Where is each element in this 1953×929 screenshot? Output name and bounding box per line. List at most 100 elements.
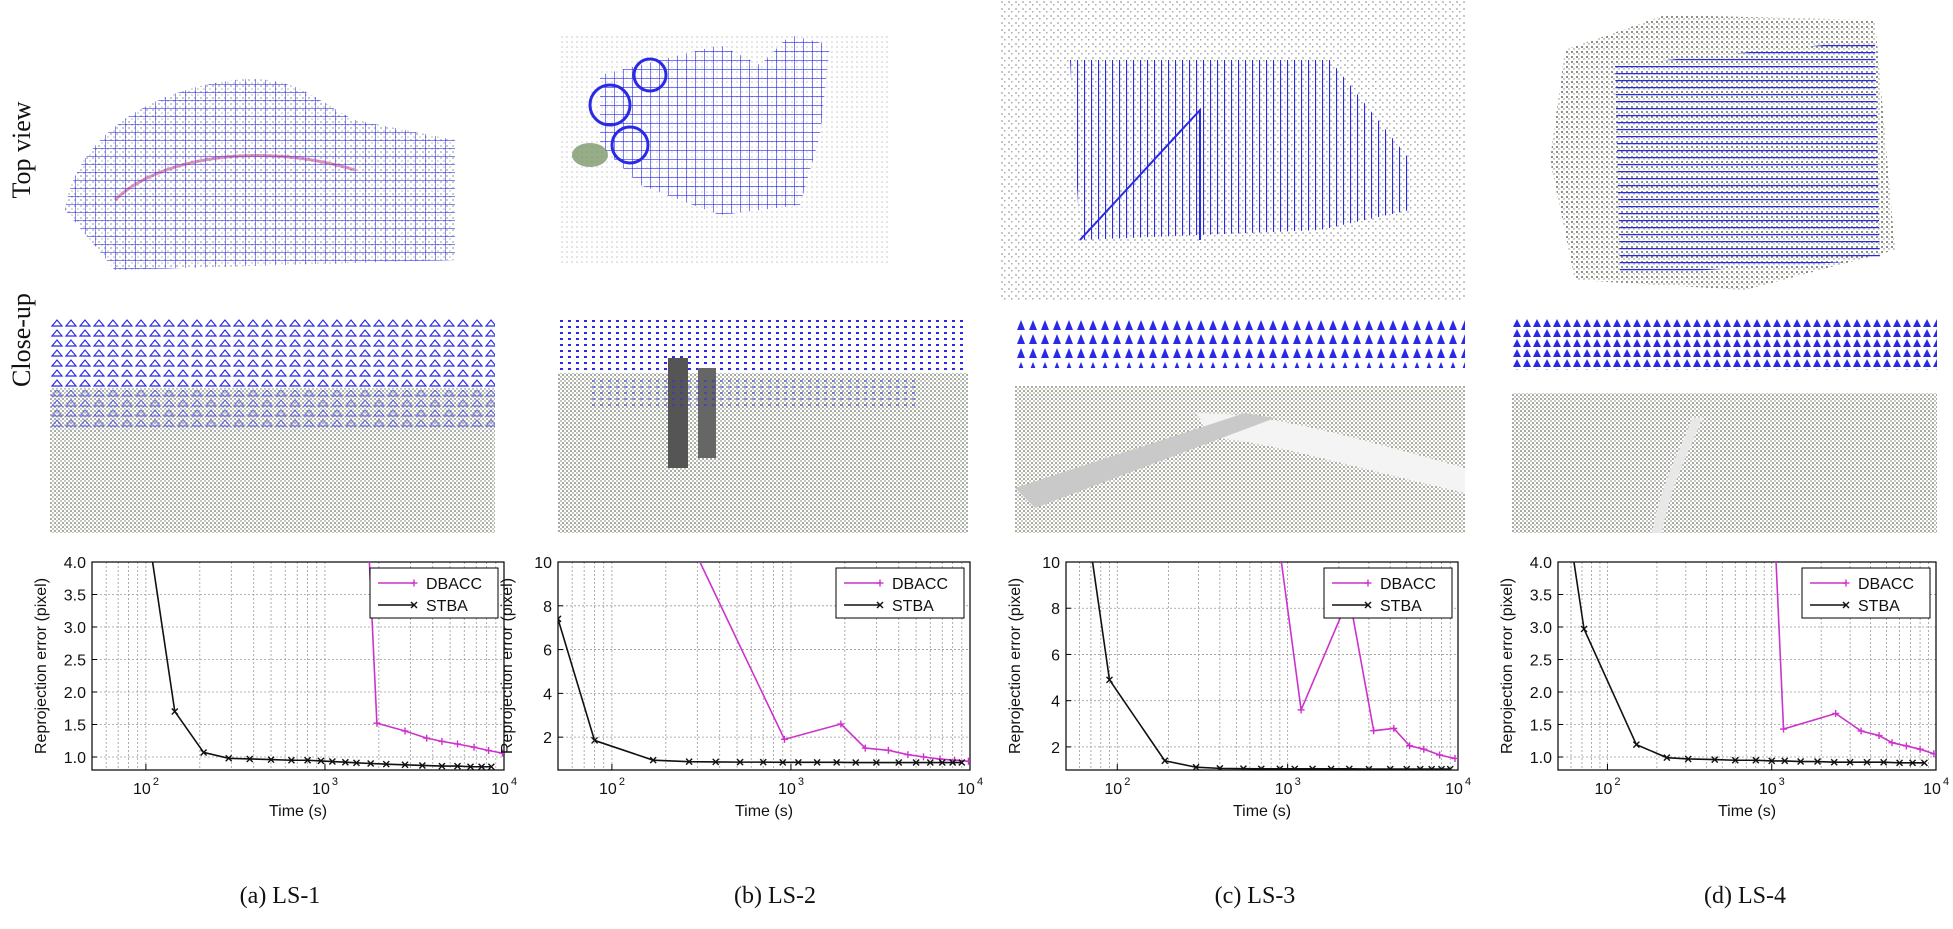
y-axis-label: Reprojection error (pixel) (1007, 578, 1024, 754)
data-point-dbacc (438, 737, 446, 745)
data-point-stba (895, 759, 903, 767)
x-tick-label-exponent: 2 (153, 776, 159, 788)
data-point-stba (352, 759, 360, 767)
legend: DBACC STBA (835, 567, 965, 619)
y-tick-label: 2 (1051, 740, 1060, 757)
chart-ls1: 1.0 1.5 2.0 2.5 3.0 3.5 4.0 10 2 10 3 10 4 Time (s) Re… (0, 548, 520, 858)
data-point-stba (1428, 765, 1436, 770)
x-tick-label-exponent: 3 (332, 776, 338, 788)
data-point-stba (454, 762, 462, 770)
data-point-stba (367, 760, 375, 767)
caption-ls1: (a) LS-1 (239, 883, 321, 909)
data-point-stba (1880, 758, 1888, 766)
y-tick-label: 4 (1051, 694, 1060, 711)
y-tick-label: 3.0 (64, 620, 86, 637)
x-tick-label: 10 (312, 781, 330, 798)
legend: DBACC STBA (369, 567, 499, 619)
top-view-image-ls2 (560, 15, 890, 280)
data-point-stba (1863, 758, 1871, 766)
x-tick-label: 10 (1759, 781, 1777, 798)
data-point-stba (852, 759, 860, 767)
data-point-stba (1309, 765, 1317, 770)
y-tick-label: 3.5 (1530, 588, 1552, 605)
y-tick-label: 4.0 (1530, 555, 1552, 572)
data-point-stba (1446, 765, 1454, 770)
data-point-dbacc (423, 734, 431, 742)
data-point-stba (1663, 754, 1671, 762)
grid (1065, 561, 1459, 770)
y-tick-label: 2 (543, 730, 552, 747)
data-point-dbacc (1451, 754, 1458, 762)
y-tick-label: 2.0 (1530, 685, 1552, 702)
data-point-dbacc (1297, 706, 1305, 714)
data-point-stba (1239, 765, 1247, 770)
data-point-stba (1386, 765, 1394, 770)
x-axis-label: Time (s) (1233, 803, 1291, 820)
x-tick-label: 10 (1104, 781, 1122, 798)
data-point-stba (401, 761, 409, 769)
caption-ls4: (d) LS-4 (1704, 883, 1786, 909)
x-axis-label: Time (s) (269, 803, 327, 820)
data-point-stba (813, 758, 821, 766)
data-point-stba (759, 758, 767, 766)
data-point-dbacc (1780, 725, 1788, 733)
y-tick-label: 8 (543, 599, 552, 616)
data-point-dbacc (1832, 709, 1840, 717)
y-tick-label: 10 (534, 555, 552, 572)
data-point-stba (287, 756, 295, 764)
data-point-stba (1437, 765, 1445, 770)
chart-ls4: 1.0 1.5 2.0 2.5 3.0 3.5 4.0 10 2 10 3 10 4 Time (s) Re… (1464, 548, 1953, 858)
legend-label-dbacc: DBACC (1380, 576, 1436, 593)
close-up-image-ls4 (1512, 318, 1937, 533)
y-tick-label: 3.0 (1530, 620, 1552, 637)
data-point-stba (1768, 757, 1776, 765)
series-line-dbacc (699, 562, 969, 763)
data-point-stba (317, 757, 325, 765)
y-tick-label: 2.5 (64, 653, 86, 670)
x-tick-label: 10 (1595, 781, 1613, 798)
data-point-dbacc (498, 749, 504, 757)
data-point-stba (328, 758, 336, 766)
chart-ls2: 2 4 6 8 10 10 2 10 3 10 4 Time (s) Reprojection erro… (488, 548, 988, 858)
plot-frame (557, 561, 971, 771)
legend-label-stba: STBA (1858, 598, 1900, 615)
legend-label-stba: STBA (426, 598, 468, 615)
data-point-stba (591, 736, 599, 744)
y-tick-label: 2.0 (64, 685, 86, 702)
data-point-stba (1814, 758, 1822, 766)
data-point-stba (1291, 765, 1299, 770)
caption-ls2: (b) LS-2 (734, 883, 816, 909)
x-tick-label: 10 (1923, 781, 1941, 798)
data-point-dbacc (837, 720, 845, 728)
data-point-dbacc (373, 719, 381, 727)
legend: DBACC STBA (1801, 567, 1931, 619)
data-point-stba (267, 756, 275, 764)
data-point-stba (1192, 763, 1200, 770)
data-point-stba (304, 756, 312, 764)
y-tick-label: 2.5 (1530, 653, 1552, 670)
legend-label-stba: STBA (892, 598, 934, 615)
y-tick-label: 10 (1042, 555, 1060, 572)
close-up-image-ls2 (558, 318, 968, 533)
x-tick-label-exponent: 2 (1124, 776, 1130, 788)
data-point-stba (1105, 676, 1113, 684)
data-point-stba (1568, 540, 1574, 546)
y-tick-label: 3.5 (64, 588, 86, 605)
x-tick-label: 10 (957, 781, 975, 798)
x-tick-label: 10 (1445, 781, 1463, 798)
data-point-stba (1909, 759, 1917, 767)
x-tick-label-exponent: 3 (1295, 776, 1301, 788)
data-point-stba (1161, 757, 1169, 765)
data-point-stba (685, 758, 693, 766)
x-tick-label: 10 (599, 781, 617, 798)
x-tick-label: 10 (133, 781, 151, 798)
data-point-dbacc (1406, 742, 1414, 750)
data-point-dbacc (780, 735, 788, 743)
data-point-dbacc (920, 753, 928, 761)
data-point-dbacc (1930, 750, 1936, 758)
data-point-stba (1781, 757, 1789, 765)
data-point-stba (1684, 755, 1692, 763)
